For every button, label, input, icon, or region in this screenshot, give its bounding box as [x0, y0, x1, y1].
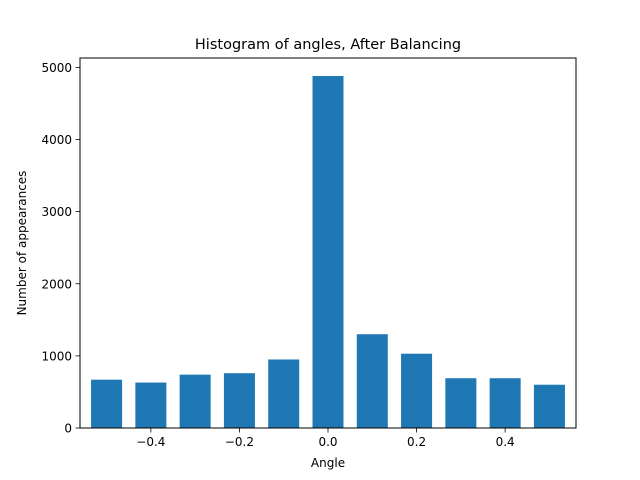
chart-title: Histogram of angles, After Balancing: [195, 37, 461, 53]
bar: [91, 379, 123, 428]
bar: [268, 359, 300, 428]
bar: [533, 384, 565, 428]
y-tick-label: 1000: [41, 349, 72, 363]
bar: [312, 76, 344, 428]
x-tick-label: 0.0: [318, 435, 337, 449]
x-tick-label: 0.2: [407, 435, 426, 449]
x-tick-label: −0.4: [136, 435, 165, 449]
x-tick-label: −0.2: [225, 435, 254, 449]
x-tick-label: 0.4: [496, 435, 515, 449]
bar: [401, 353, 433, 428]
bar: [445, 378, 477, 428]
y-tick-label: 5000: [41, 61, 72, 75]
y-tick-label: 4000: [41, 133, 72, 147]
x-axis-ticks: −0.4 −0.2 0.0 0.2 0.4: [136, 428, 515, 449]
y-tick-label: 2000: [41, 277, 72, 291]
bar: [179, 374, 211, 428]
y-tick-label: 0: [64, 422, 72, 436]
bar: [356, 334, 388, 428]
bar: [489, 378, 521, 428]
y-axis-ticks: 0 1000 2000 3000 4000 5000: [41, 61, 80, 436]
x-axis-label: Angle: [311, 456, 345, 470]
bar: [223, 373, 255, 428]
y-axis-label: Number of appearances: [15, 171, 29, 316]
y-tick-label: 3000: [41, 205, 72, 219]
bars-group: [91, 76, 565, 428]
bar: [135, 382, 167, 428]
